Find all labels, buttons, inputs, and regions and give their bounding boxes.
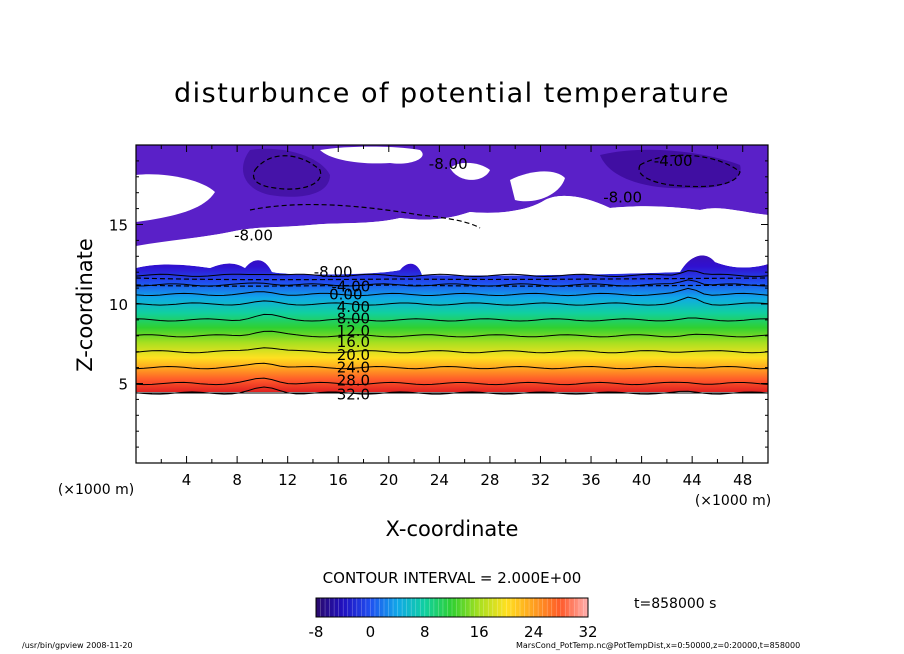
- x-tick-label: 32: [531, 471, 550, 489]
- colorbar-tick-label: 32: [578, 623, 597, 641]
- contour-line-negative: [249, 203, 481, 229]
- contour-label: -8.00: [314, 263, 353, 281]
- contour-line: [136, 296, 768, 306]
- contour-label: 28.0: [337, 371, 370, 389]
- negative-contour-lines: [136, 154, 768, 287]
- contour-label: -4.00: [331, 278, 370, 296]
- colorbar-tick-label: 0: [366, 623, 376, 641]
- colorbar-frame: [315, 597, 589, 618]
- chart-title: disturbunce of potential temperature: [174, 78, 730, 109]
- y-tick-label: 5: [118, 376, 128, 394]
- upper-deep-purple-blob-right: [600, 149, 741, 189]
- contour-label: -4.00: [654, 152, 693, 170]
- stratified-field: [136, 255, 768, 392]
- contour-label: 8.00: [337, 309, 370, 327]
- colorbar-tick-label: 16: [470, 623, 489, 641]
- white-gap: [320, 146, 423, 164]
- contour-interval-label: CONTOUR INTERVAL = 2.000E+00: [323, 569, 582, 587]
- contour-line-negative: [136, 284, 768, 287]
- neutral-band: [136, 195, 768, 276]
- contour-line: [136, 287, 768, 297]
- y-unit-label: (×1000 m): [58, 482, 134, 498]
- contour-line: [136, 362, 768, 370]
- contour-label: 24.0: [337, 359, 370, 377]
- white-gap: [510, 171, 565, 202]
- x-axis: 4 8 12 16 20 24 28 32 36 40 44 48: [160, 145, 752, 489]
- x-unit-label: (×1000 m): [695, 493, 771, 509]
- contour-label: -8.00: [234, 227, 273, 245]
- white-gap: [136, 174, 215, 222]
- contour-line-negative: [253, 155, 322, 190]
- x-tick-label: 36: [581, 471, 600, 489]
- x-tick-label: 12: [278, 471, 297, 489]
- upper-deep-purple-blob: [242, 148, 330, 197]
- contour-label: 12.0: [337, 322, 370, 340]
- colorbar-tick-label: 8: [420, 623, 430, 641]
- contour-label: 0.00: [329, 285, 362, 303]
- contour-line: [136, 377, 768, 386]
- y-tick-label: 10: [109, 296, 128, 314]
- contour-line-negative: [638, 154, 741, 188]
- plot-area: 32.028.024.020.016.012.08.004.000.00-4.0…: [136, 145, 768, 463]
- x-tick-label: 16: [329, 471, 348, 489]
- x-tick-label: 20: [379, 471, 398, 489]
- x-tick-label: 4: [182, 471, 192, 489]
- contour-label: 4.00: [337, 298, 370, 316]
- x-tick-label: 24: [430, 471, 449, 489]
- contour-label: -8.00: [603, 188, 642, 206]
- colorbar-tick-label: -8: [309, 623, 324, 641]
- contour-line-negative: [136, 277, 768, 281]
- y-axis-label: Z-coordinate: [73, 238, 97, 372]
- contour-label: 16.0: [337, 333, 370, 351]
- contour-label: -8.00: [429, 155, 468, 173]
- colorbar-fill: [316, 598, 588, 617]
- y-tick-label: 15: [109, 217, 128, 235]
- x-tick-label: 28: [480, 471, 499, 489]
- footer-right: MarsCond_PotTemp.nc@PotTempDist,x=0:5000…: [516, 641, 801, 650]
- footer-left: /usr/bin/gpview 2008-11-20: [22, 641, 133, 650]
- colorbar: -8 0 8 16 24 32: [309, 597, 598, 641]
- x-axis-label: X-coordinate: [386, 517, 519, 541]
- x-tick-label: 48: [733, 471, 752, 489]
- white-gap: [450, 162, 490, 180]
- contour-line: [136, 330, 768, 338]
- contour-line: [136, 347, 768, 354]
- contour-lines: [136, 270, 768, 395]
- lower-undisturbed-region: [136, 392, 768, 463]
- time-label: t=858000 s: [634, 596, 716, 612]
- x-tick-label: 40: [632, 471, 651, 489]
- colorbar-tick-label: 24: [524, 623, 543, 641]
- contour-label: 32.0: [337, 386, 370, 404]
- contour-line: [136, 279, 768, 287]
- contour-label: 20.0: [337, 346, 370, 364]
- x-tick-label: 8: [232, 471, 242, 489]
- x-tick-label: 44: [683, 471, 702, 489]
- contour-line: [136, 270, 768, 278]
- y-axis: 5 10 15: [109, 160, 768, 448]
- contour-line: [136, 313, 768, 322]
